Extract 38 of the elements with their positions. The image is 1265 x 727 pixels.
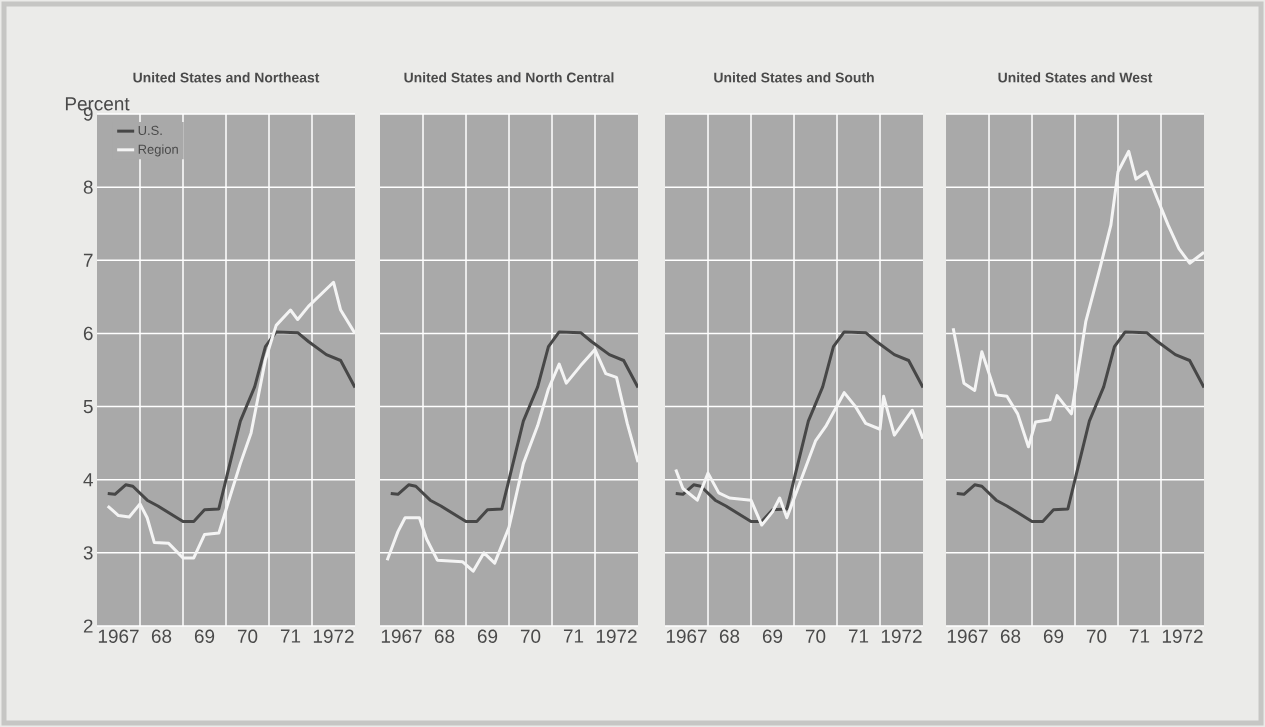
chart-title: United States and West (998, 72, 1153, 83)
y-tick-label: 4 (83, 473, 93, 487)
y-tick-label: 6 (83, 326, 93, 341)
x-tick-label: 1967 (381, 629, 422, 643)
chart-title: United States and Northeast (133, 72, 320, 83)
x-tick-label: 69 (1043, 629, 1064, 643)
x-tick-label: 70 (805, 629, 826, 643)
x-tick-label: 71 (563, 629, 584, 643)
x-tick-label: 69 (194, 629, 215, 643)
x-tick-label: 1972 (1162, 629, 1203, 643)
x-tick-label: 1967 (98, 629, 139, 643)
x-tick-label: 1972 (313, 629, 354, 643)
y-tick-label: 3 (83, 546, 93, 560)
x-tick-label: 68 (719, 629, 740, 643)
legend-label: Region (138, 144, 178, 157)
x-tick-label: 69 (762, 629, 783, 643)
legend-label: U.S. (138, 125, 162, 136)
chart-title: United States and South (714, 72, 874, 83)
x-tick-label: 68 (434, 629, 455, 643)
x-tick-label: 71 (1129, 629, 1150, 643)
x-tick-label: 68 (1000, 629, 1021, 643)
x-tick-label: 1967 (947, 629, 988, 643)
chart-title: United States and North Central (404, 72, 614, 83)
x-tick-label: 69 (477, 629, 498, 643)
x-tick-label: 70 (1086, 629, 1107, 643)
y-tick-label: 8 (83, 180, 93, 194)
x-tick-label: 68 (151, 629, 172, 643)
y-tick-label: 5 (83, 399, 93, 414)
x-tick-label: 71 (280, 629, 301, 643)
x-tick-label: 70 (520, 629, 541, 643)
y-tick-label: 7 (83, 253, 93, 267)
line-series (106, 330, 355, 523)
x-tick-label: 71 (848, 629, 869, 643)
y-tick-label: 2 (83, 619, 93, 633)
x-tick-label: 1972 (596, 629, 637, 643)
x-tick-label: 1967 (666, 629, 707, 643)
x-tick-label: 1972 (881, 629, 922, 643)
x-tick-label: 70 (237, 629, 258, 643)
